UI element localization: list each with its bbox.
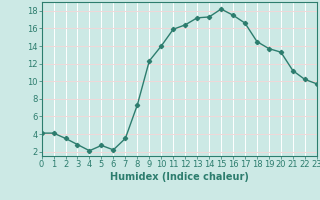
X-axis label: Humidex (Indice chaleur): Humidex (Indice chaleur) <box>110 172 249 182</box>
